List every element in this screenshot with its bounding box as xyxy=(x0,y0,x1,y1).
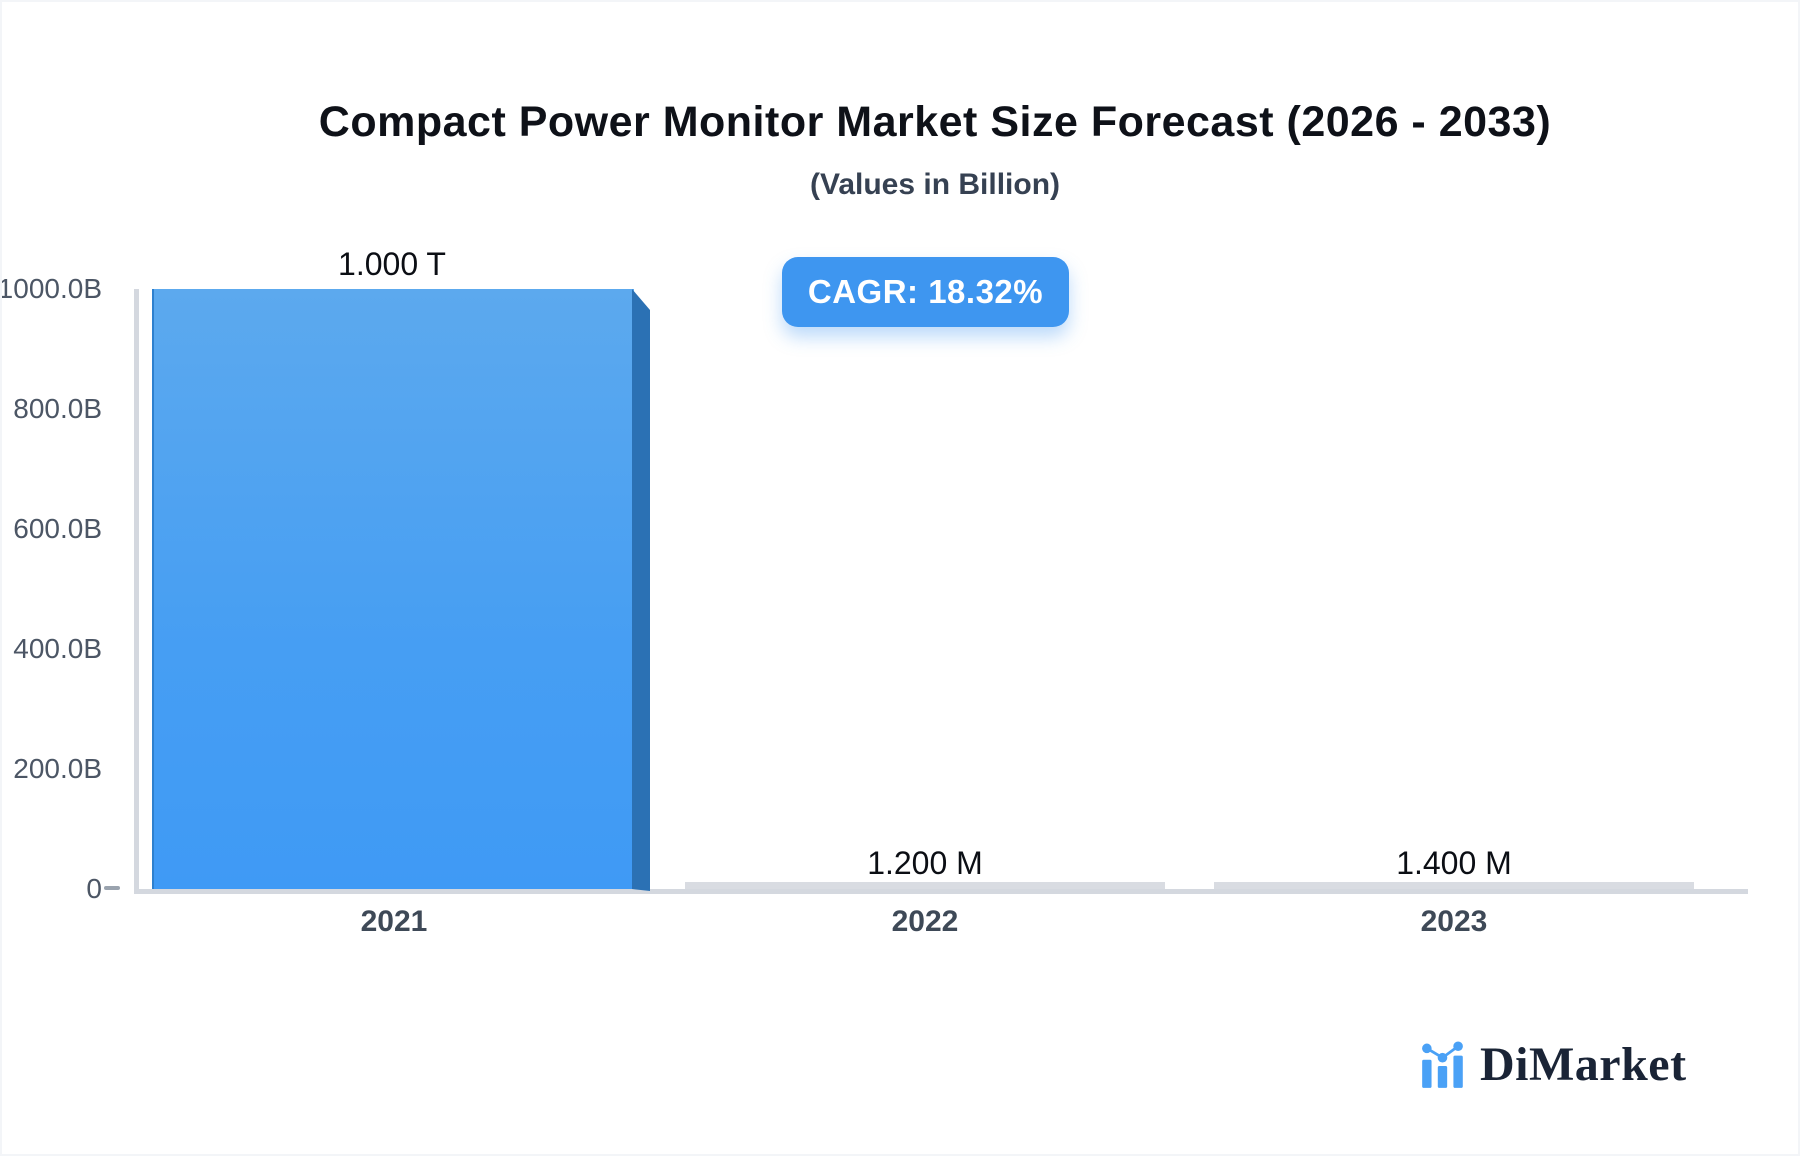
y-tick-400b: 400.0B xyxy=(13,633,102,664)
cagr-badge-label: CAGR: 18.32% xyxy=(807,273,1044,310)
brand-logo: DiMarket xyxy=(1420,1040,1687,1090)
y-tick-200b: 200.0B xyxy=(13,753,102,784)
cagr-badge: CAGR: 18.32% xyxy=(782,257,1069,327)
value-label-2022: 1.200 M xyxy=(867,845,983,881)
y-axis-line xyxy=(134,289,139,894)
mini-bar-chart-logo-icon xyxy=(1422,1041,1463,1088)
value-label-2023: 1.400 M xyxy=(1396,845,1512,881)
x-tick-2022: 2022 xyxy=(891,905,959,938)
y-tick-600b: 600.0B xyxy=(13,513,102,544)
chart-title: Compact Power Monitor Market Size Foreca… xyxy=(318,98,1552,146)
zero-tick-mark xyxy=(104,886,120,890)
brand-name: DiMarket xyxy=(1480,1038,1687,1091)
bar-2021 xyxy=(152,289,634,889)
bar-2023 xyxy=(1214,882,1694,889)
y-tick-1000b: 1000.0B xyxy=(0,273,102,304)
value-label-2021: 1.000 T xyxy=(338,246,446,282)
x-axis-baseline xyxy=(134,889,1748,894)
y-tick-0: 0 xyxy=(86,873,102,904)
x-tick-2023: 2023 xyxy=(1420,905,1488,938)
chart-subtitle: (Values in Billion) xyxy=(809,168,1061,201)
x-tick-2021: 2021 xyxy=(360,905,428,938)
bar-2021-3d-side xyxy=(632,289,650,891)
bar-2022 xyxy=(685,882,1165,889)
y-tick-800b: 800.0B xyxy=(13,393,102,424)
